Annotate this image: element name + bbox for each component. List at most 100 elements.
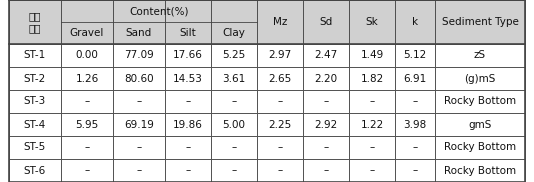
Bar [257,67,303,90]
Text: 1.82: 1.82 [360,74,383,84]
Bar [257,90,303,113]
Bar [61,90,113,113]
Bar [113,159,165,182]
Bar [435,113,525,136]
Text: ST-3: ST-3 [24,96,46,106]
Bar [9,90,61,113]
Text: –: – [370,96,375,106]
Bar [349,0,395,44]
Text: 6.91: 6.91 [403,74,427,84]
Bar [165,136,211,159]
Bar [257,113,303,136]
Bar [435,44,525,67]
Text: ST-1: ST-1 [24,50,46,60]
Text: –: – [185,165,191,175]
Bar [211,159,257,182]
Text: 2.92: 2.92 [315,120,337,130]
Text: –: – [324,165,328,175]
Text: –: – [412,96,418,106]
Text: –: – [231,165,237,175]
Bar [9,44,61,67]
Bar [9,113,61,136]
Text: ST-4: ST-4 [24,120,46,130]
Text: 69.19: 69.19 [124,120,154,130]
Text: 5.12: 5.12 [403,50,427,60]
Bar [349,44,395,67]
Bar [113,0,165,44]
Text: 2.25: 2.25 [269,120,292,130]
Bar [257,136,303,159]
Text: 17.66: 17.66 [173,50,203,60]
Bar [349,159,395,182]
Bar [303,113,349,136]
Text: 5.00: 5.00 [223,120,246,130]
Text: k: k [412,17,418,27]
Bar [303,90,349,113]
Text: Silt: Silt [179,28,197,38]
Text: 5.25: 5.25 [222,50,246,60]
Text: 19.86: 19.86 [173,120,203,130]
Text: –: – [185,96,191,106]
Bar [435,90,525,113]
Text: Rocky Bottom: Rocky Bottom [444,96,516,106]
Text: –: – [231,143,237,153]
Bar [61,44,113,67]
Text: –: – [324,96,328,106]
Text: 80.60: 80.60 [124,74,154,84]
Bar [303,136,349,159]
Bar [395,90,435,113]
Bar [61,67,113,90]
Bar [395,0,435,44]
Bar [435,67,525,90]
Text: Sk: Sk [366,17,379,27]
Text: 3.98: 3.98 [403,120,427,130]
Text: 1.49: 1.49 [360,50,383,60]
Bar [395,44,435,67]
Text: zS: zS [474,50,486,60]
Text: 5.95: 5.95 [75,120,99,130]
Bar [165,67,211,90]
Text: –: – [277,143,282,153]
Bar [435,136,525,159]
Text: 2.65: 2.65 [269,74,292,84]
Text: 14.53: 14.53 [173,74,203,84]
Text: Sd: Sd [319,17,333,27]
Text: 시료
번호: 시료 번호 [29,11,41,33]
Text: –: – [185,143,191,153]
Bar [303,67,349,90]
Bar [395,136,435,159]
Bar [435,0,525,44]
Text: –: – [136,143,142,153]
Bar [435,159,525,182]
Text: Rocky Bottom: Rocky Bottom [444,143,516,153]
Text: –: – [136,165,142,175]
Text: Mz: Mz [273,17,287,27]
Text: ST-6: ST-6 [24,165,46,175]
Text: 2.97: 2.97 [269,50,292,60]
Text: –: – [84,96,90,106]
Bar [165,90,211,113]
Bar [113,44,165,67]
Text: 1.26: 1.26 [75,74,99,84]
Text: –: – [412,143,418,153]
Bar [165,113,211,136]
Bar [303,44,349,67]
Bar [61,113,113,136]
Bar [165,159,211,182]
Bar [211,67,257,90]
Bar [9,159,61,182]
Bar [349,136,395,159]
Text: (g)mS: (g)mS [464,74,496,84]
Bar [303,0,349,44]
Text: –: – [277,96,282,106]
Text: –: – [84,165,90,175]
Bar [9,67,61,90]
Bar [395,159,435,182]
Text: 2.47: 2.47 [315,50,337,60]
Bar [349,113,395,136]
Text: gmS: gmS [468,120,492,130]
Bar [61,136,113,159]
Bar [395,113,435,136]
Bar [113,90,165,113]
Bar [9,136,61,159]
